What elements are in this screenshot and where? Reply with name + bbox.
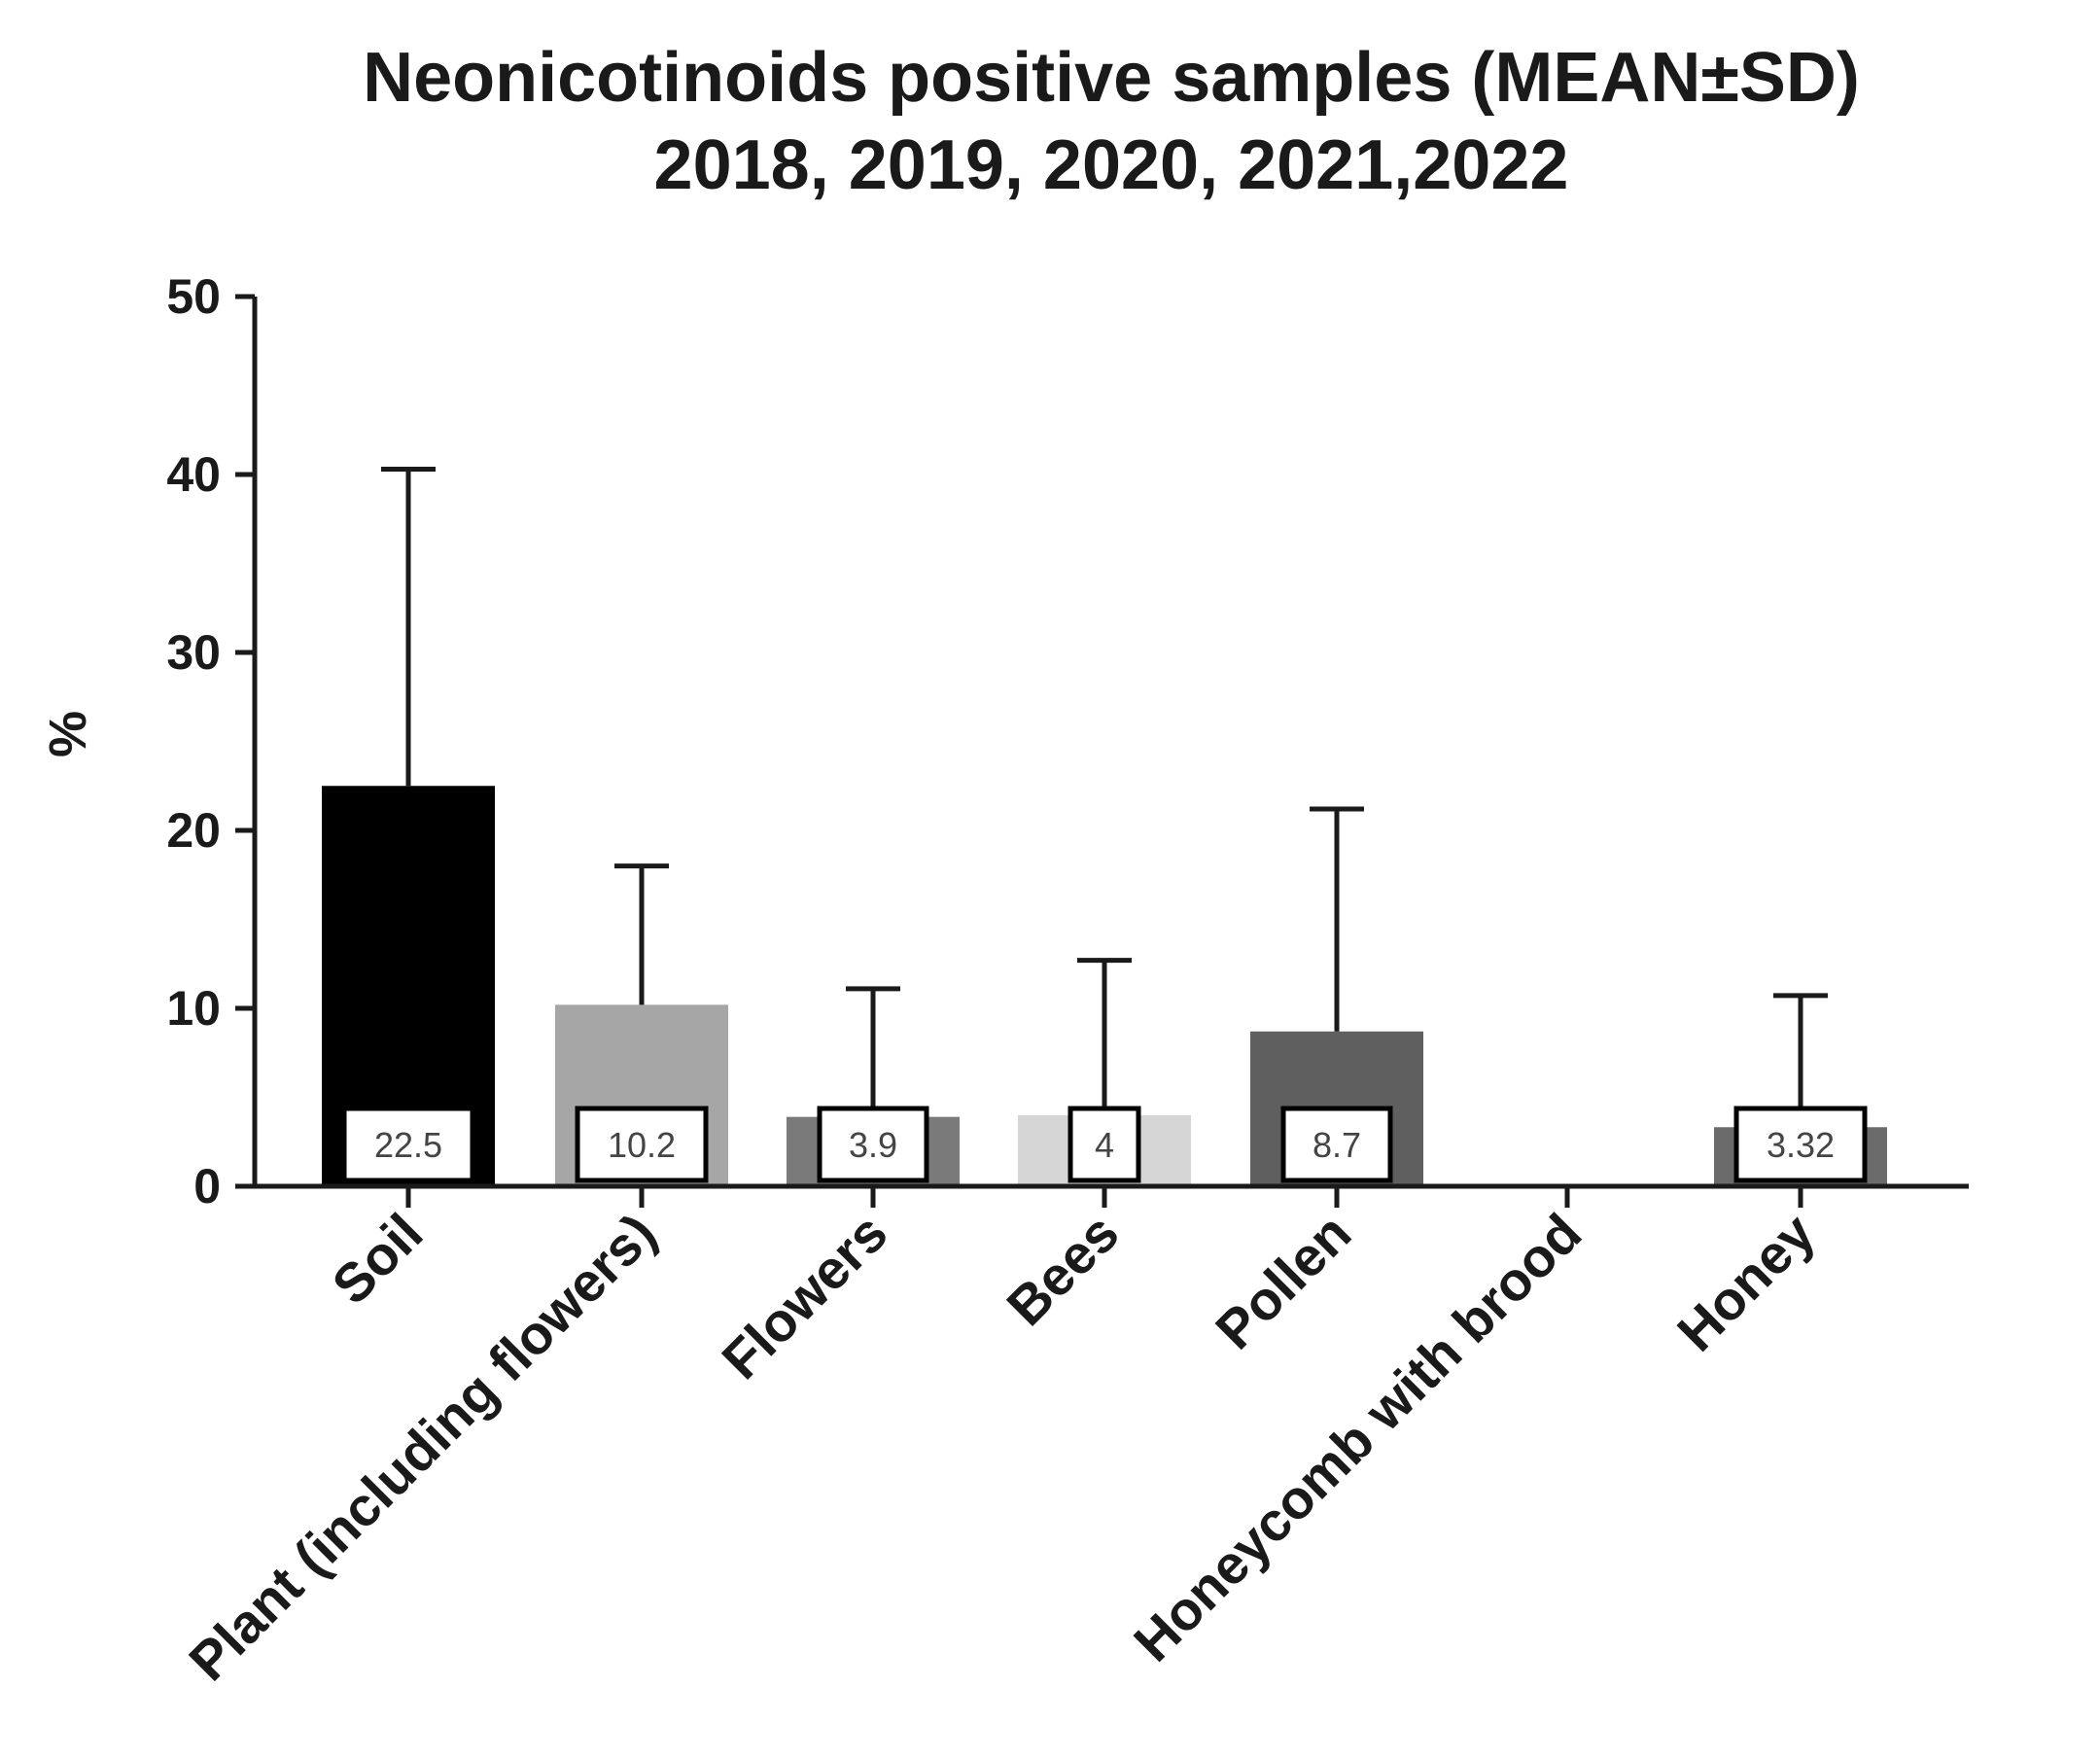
error-bar-2 — [614, 863, 669, 1005]
data-label-box — [1280, 1106, 1393, 1183]
y-tick-label-20: 20 — [166, 803, 221, 858]
data-label-box — [575, 1106, 709, 1183]
y-tick-label-40: 40 — [166, 447, 221, 502]
chart-title-line-2: 2018, 2019, 2020, 2021,2022 — [654, 126, 1569, 204]
data-label-3: 3.9 — [817, 1106, 929, 1183]
chart-title-line-1: Neonicotinoids positive samples (MEAN±SD… — [363, 39, 1860, 117]
x-tick-label-5: Pollen — [1204, 1202, 1362, 1360]
x-tick-label-2: Plant (including flowers) — [177, 1202, 667, 1692]
data-label-box — [1733, 1106, 1868, 1183]
data-label-text: 22.5 — [374, 1125, 442, 1165]
data-label-7: 3.32 — [1733, 1106, 1868, 1183]
y-tick-label-0: 0 — [193, 1159, 221, 1213]
error-bar-1 — [381, 467, 436, 787]
y-tick-label-30: 30 — [166, 625, 221, 680]
data-label-4: 4 — [1068, 1106, 1141, 1183]
y-tick-label-50: 50 — [166, 269, 221, 324]
plot-area: 22.5 10.2 3.9 4 8.7 3.32 0 10 20 30 40 50 SoilPlant … — [166, 269, 1969, 1692]
data-label-text: 4 — [1095, 1125, 1114, 1165]
x-tick-label-3: Flowers — [710, 1202, 898, 1390]
data-label-text: 8.7 — [1312, 1125, 1361, 1165]
data-label-text: 3.9 — [849, 1125, 897, 1165]
data-label-text: 3.32 — [1767, 1125, 1835, 1165]
x-tick-label-4: Bees — [995, 1202, 1130, 1337]
x-tick-label-6: Honeycomb with brood — [1122, 1202, 1593, 1673]
error-bar-5 — [1310, 806, 1364, 1032]
error-bar-4 — [1077, 958, 1132, 1115]
y-tick-label-10: 10 — [166, 981, 221, 1036]
x-tick-label-1: Soil — [320, 1202, 434, 1316]
chart-title: Neonicotinoids positive samples (MEAN±SD… — [363, 39, 1860, 204]
x-tick-label-7: Honey — [1665, 1202, 1827, 1363]
error-bar-3 — [846, 986, 900, 1117]
data-label-box — [341, 1106, 475, 1183]
data-label-2: 10.2 — [575, 1106, 709, 1183]
data-label-5: 8.7 — [1280, 1106, 1393, 1183]
data-label-box — [817, 1106, 929, 1183]
y-axis-label: % — [39, 711, 97, 757]
data-label-box — [1068, 1106, 1141, 1183]
data-label-text: 10.2 — [608, 1125, 676, 1165]
data-label-1: 22.5 — [341, 1106, 475, 1183]
error-bar-7 — [1773, 993, 1828, 1128]
